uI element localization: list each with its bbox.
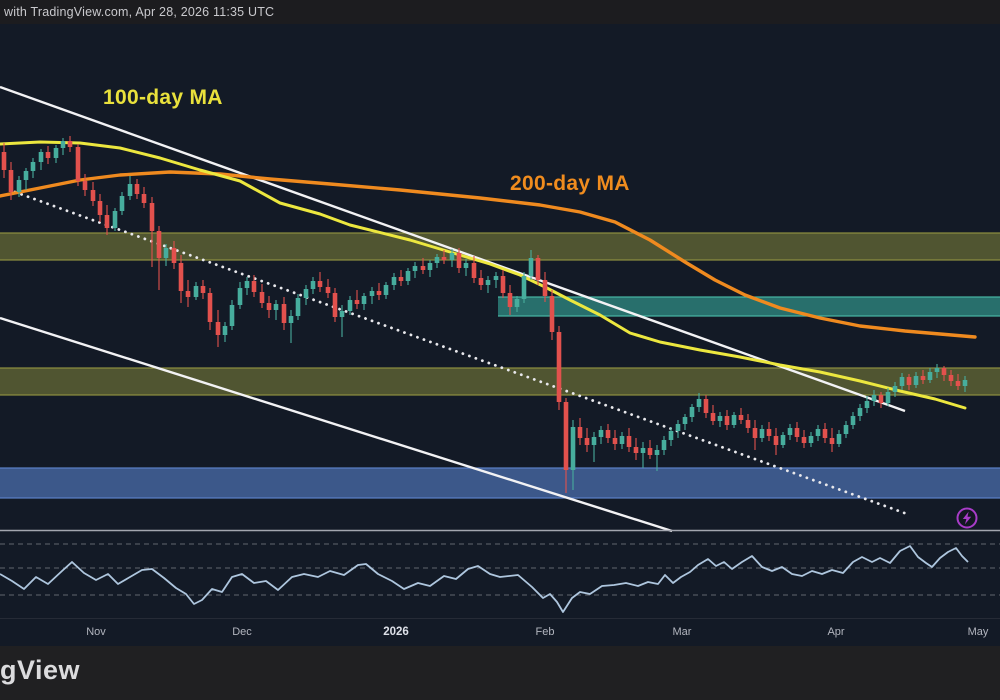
tradingview-logo: gView <box>0 655 81 685</box>
upper-resistance-zone <box>0 233 1000 260</box>
olive-support-zone <box>0 368 1000 395</box>
price-zones[interactable] <box>0 232 1000 499</box>
teal-resistance-zone <box>498 297 1000 316</box>
bottom-logo-bar: gView <box>0 646 1000 700</box>
lightning-bolt-icon[interactable] <box>956 507 978 529</box>
ma-100-line <box>0 140 967 410</box>
time-axis-label: Mar <box>672 626 692 638</box>
time-axis-label: Dec <box>232 626 252 638</box>
time-axis-label: Apr <box>827 626 845 638</box>
lower-channel-line <box>0 316 673 533</box>
watermark-text: with TradingView.com, Apr 28, 2026 11:35… <box>4 5 275 19</box>
watermark-bar: with TradingView.com, Apr 28, 2026 11:35… <box>0 0 1000 24</box>
time-axis-label: 2026 <box>383 626 409 638</box>
mid-channel-dotted <box>13 190 912 517</box>
time-axis-label: Feb <box>535 626 555 638</box>
time-axis[interactable]: Nov Dec 2026 Feb Mar Apr May <box>0 618 1000 647</box>
rsi-panel <box>0 543 1000 613</box>
rsi-line <box>0 545 969 613</box>
time-axis-label: Nov <box>86 626 106 638</box>
ma200-label: 200-day MA <box>510 172 630 195</box>
ma-200-line <box>0 170 977 339</box>
blue-support-zone <box>0 468 1000 498</box>
time-axis-label: May <box>967 626 989 638</box>
candlesticks <box>1 136 968 493</box>
ma100-label: 100-day MA <box>103 86 223 109</box>
